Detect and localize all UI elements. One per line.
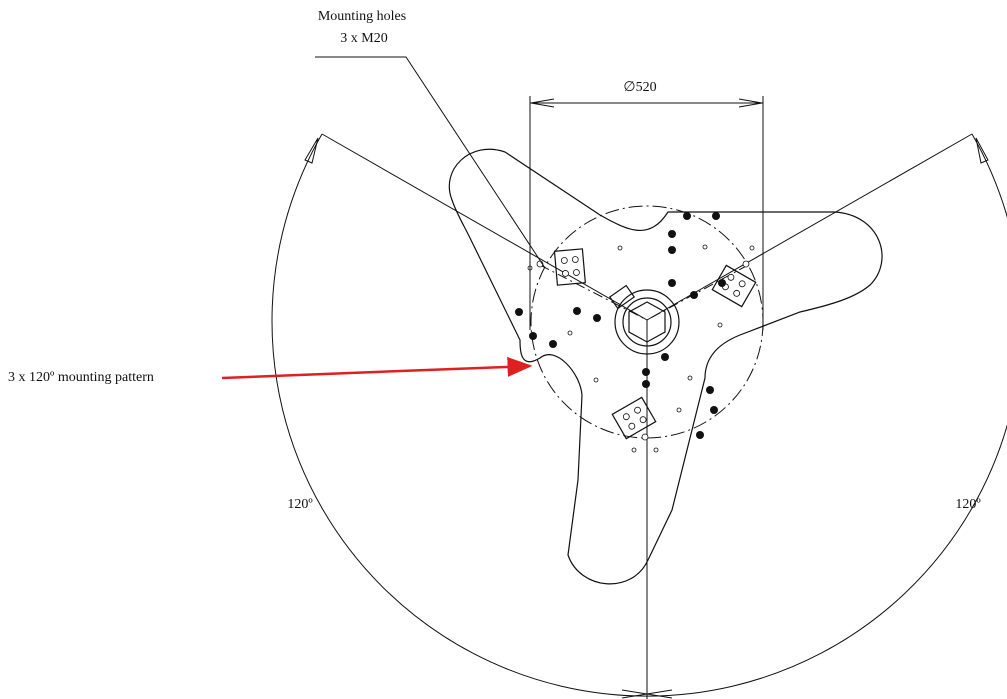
callout-text: 3 x M20	[340, 31, 387, 46]
leader-line	[315, 56, 546, 269]
callout-text: Mounting holes	[318, 9, 406, 24]
pointer-arrow	[221, 356, 533, 380]
holes	[515, 212, 755, 453]
arrowhead	[975, 137, 989, 164]
angle-label: 120º	[955, 497, 981, 512]
clamp	[553, 248, 586, 286]
arrowhead	[738, 98, 763, 108]
arrowhead	[530, 98, 555, 108]
hub	[622, 297, 672, 347]
arrowhead	[304, 137, 319, 164]
clamp	[611, 396, 657, 440]
angle-label: 120º	[287, 497, 313, 512]
base-outline	[448, 148, 883, 585]
centre-line	[539, 264, 648, 321]
hub-hex	[628, 301, 666, 343]
construction-line	[321, 133, 648, 321]
arrowhead	[646, 689, 673, 699]
arrowhead	[621, 689, 648, 699]
hub	[614, 289, 680, 355]
connector	[608, 284, 636, 310]
pattern-label: 3 x 120º mounting pattern	[8, 370, 154, 385]
clamp	[711, 264, 757, 308]
construction-line	[646, 133, 973, 321]
angle-arc	[271, 133, 1007, 697]
dimension-label: ∅520	[623, 80, 656, 95]
